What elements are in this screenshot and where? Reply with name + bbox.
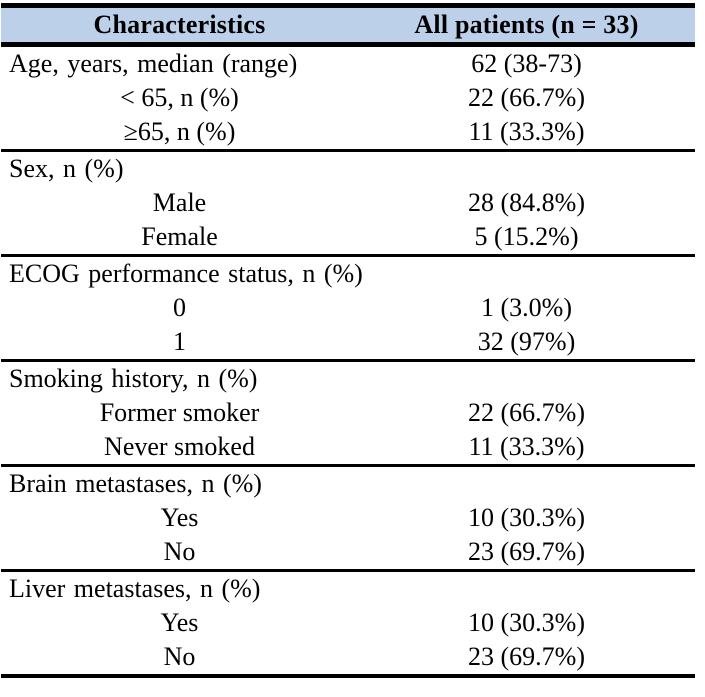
row-label: 1 [173,327,186,356]
table-row: < 65, n (%) 22 (66.7%) [1,81,695,115]
row-label: Former smoker [99,398,260,427]
row-value: 22 (66.7%) [468,83,585,112]
table-row: Sex, n (%) [1,152,695,186]
row-label: Brain metastases, n (%) [9,469,262,498]
section-age: Age, years, median (range) 62 (38-73) < … [1,47,695,152]
row-value: 28 (84.8%) [468,188,585,217]
row-value: 1 (3.0%) [481,293,572,322]
table-row: Male 28 (84.8%) [1,186,695,220]
row-label: ≥65, n (%) [123,117,236,146]
table-header-row: Characteristics All patients (n = 33) [1,3,695,47]
section-brain-metastases: Brain metastases, n (%) Yes 10 (30.3%) N… [1,467,695,572]
table-row: Age, years, median (range) 62 (38-73) [1,47,695,81]
row-label: Liver metastases, n (%) [9,574,261,603]
row-label: Smoking history, n (%) [9,364,258,393]
patient-characteristics-table: Characteristics All patients (n = 33) Ag… [1,3,695,678]
table-row: No 23 (69.7%) [1,535,695,569]
row-label: Age, years, median (range) [9,49,298,78]
table-row: Female 5 (15.2%) [1,220,695,254]
table-row: Yes 10 (30.3%) [1,501,695,535]
row-value: 11 (33.3%) [468,432,585,461]
row-label: Female [141,222,218,251]
row-value: 22 (66.7%) [468,398,585,427]
row-label: 0 [173,293,186,322]
row-label: Yes [160,608,199,637]
table-row: Smoking history, n (%) [1,362,695,396]
table-row: Brain metastases, n (%) [1,467,695,501]
row-value: 10 (30.3%) [468,608,585,637]
table-row: ≥65, n (%) 11 (33.3%) [1,115,695,149]
table-row: Liver metastases, n (%) [1,572,695,606]
row-value: 10 (30.3%) [468,503,585,532]
row-label: Male [152,188,207,217]
section-smoking: Smoking history, n (%) Former smoker 22 … [1,362,695,467]
table-row: 0 1 (3.0%) [1,291,695,325]
section-liver-metastases: Liver metastases, n (%) Yes 10 (30.3%) N… [1,572,695,678]
row-value: 11 (33.3%) [468,117,585,146]
table-row: Yes 10 (30.3%) [1,606,695,640]
row-label: ECOG performance status, n (%) [9,259,363,288]
row-value: 5 (15.2%) [474,222,579,251]
row-value: 62 (38-73) [471,49,582,78]
table-row: Never smoked 11 (33.3%) [1,430,695,464]
table-row: No 23 (69.7%) [1,640,695,674]
table-row: ECOG performance status, n (%) [1,257,695,291]
table-row: Former smoker 22 (66.7%) [1,396,695,430]
row-value: 23 (69.7%) [468,537,585,566]
row-label: Never smoked [104,432,255,461]
row-value: 32 (97%) [477,327,576,356]
column-header-characteristics: Characteristics [93,10,266,39]
row-label: Yes [160,503,199,532]
row-value: 23 (69.7%) [468,642,585,671]
row-label: < 65, n (%) [120,83,239,112]
section-sex: Sex, n (%) Male 28 (84.8%) Female 5 (15.… [1,152,695,257]
table-row: 1 32 (97%) [1,325,695,359]
row-label: No [163,642,196,671]
row-label: No [163,537,196,566]
section-ecog: ECOG performance status, n (%) 0 1 (3.0%… [1,257,695,362]
row-label: Sex, n (%) [9,154,124,183]
column-header-all-patients: All patients (n = 33) [414,10,639,39]
